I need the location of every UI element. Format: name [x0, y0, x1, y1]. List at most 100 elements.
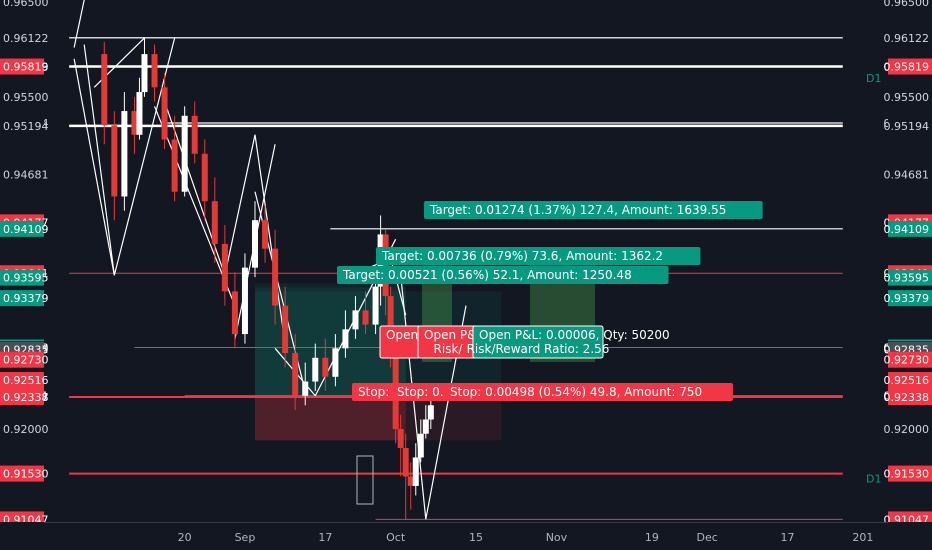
trend-line[interactable] — [224, 134, 256, 276]
loss-zone — [255, 397, 406, 441]
price-tag-text: 0.92000 — [3, 423, 49, 436]
price-tag — [888, 0, 932, 10]
selection-box — [356, 455, 374, 505]
time-tick-label: 15 — [469, 531, 483, 544]
price-tag — [0, 269, 44, 286]
price-tag — [888, 351, 932, 368]
candle-body — [322, 357, 329, 377]
price-tag — [0, 29, 44, 46]
candle-body — [417, 433, 424, 458]
time-tick-label: Oct — [386, 531, 406, 544]
time-tick-label: 17 — [781, 531, 795, 544]
price-tag-text: 0.95500 — [3, 91, 49, 104]
price-tag — [888, 117, 932, 134]
loss-zone — [255, 397, 502, 441]
target-label-text: Target: 0.00521 (0.56%) 52.1, Amount: 12… — [342, 268, 632, 282]
candle-body — [282, 305, 289, 354]
price-tag — [888, 88, 932, 105]
price-tag — [0, 117, 44, 134]
candle-body — [262, 220, 269, 249]
trend-line[interactable] — [153, 106, 236, 306]
trend-line[interactable] — [73, 0, 85, 48]
price-tag — [0, 220, 44, 237]
time-tick-label: Dec — [696, 531, 717, 544]
stop-label[interactable] — [352, 383, 400, 401]
price-scale[interactable] — [888, 0, 932, 522]
pl-box-sub: Risk/Reward Ratio: 2.56 — [467, 342, 610, 356]
time-tick-label: Nov — [546, 531, 568, 544]
time-tick-label: 17 — [318, 531, 332, 544]
candle-body — [231, 291, 238, 335]
price-tag — [888, 420, 932, 437]
price-tag-text: 0.93595 — [3, 272, 49, 285]
candle-body — [332, 348, 339, 377]
price-tag-text: 0.92516 — [884, 374, 930, 387]
pl-box-title: Open — [386, 328, 418, 342]
target-label-text: Target: 0.01274 (1.37%) 127.4, Amount: 1… — [429, 203, 726, 217]
price-tag-text: 0.94109 — [884, 223, 930, 236]
candle-body — [211, 201, 218, 244]
price-tag-text: 0.91530 — [3, 468, 49, 481]
price-tag-text: 0.95500 — [884, 91, 930, 104]
price-tag — [888, 269, 932, 286]
candle-body — [151, 54, 158, 88]
trend-line[interactable] — [83, 44, 115, 276]
stop-label-text: Stop: 0.0 — [397, 385, 451, 399]
time-tick-label: 201 — [852, 531, 873, 544]
candle-body — [402, 447, 409, 477]
price-tag-text: 0.92338 — [3, 391, 49, 404]
pl-box[interactable] — [472, 325, 604, 359]
price-tag — [0, 58, 44, 75]
stop-label-text: Stop: 0.00498 (0.54%) 49.8, Amount: 750 — [450, 385, 702, 399]
price-tag — [0, 351, 44, 368]
target-label[interactable] — [424, 201, 763, 219]
candle-body — [372, 286, 379, 325]
price-tag-text: 0.93595 — [884, 272, 930, 285]
target-label[interactable] — [376, 247, 701, 265]
price-tag — [0, 166, 44, 183]
price-tag-text: 0.93379 — [3, 292, 49, 305]
candle-body — [312, 357, 319, 382]
price-tag — [0, 388, 44, 405]
candle-body — [181, 115, 188, 192]
candle-body — [131, 111, 138, 135]
trend-line[interactable] — [73, 58, 115, 276]
candle-body — [387, 296, 394, 354]
candle-body — [111, 125, 118, 197]
price-tag — [888, 220, 932, 237]
candle-body — [352, 310, 359, 330]
price-tag — [888, 388, 932, 405]
pl-box-title: Open P&L — [424, 328, 483, 342]
trend-line[interactable] — [254, 134, 286, 344]
price-tag — [0, 0, 44, 10]
price-tag — [0, 88, 44, 105]
candle-body — [252, 220, 258, 268]
price-tag-text: 0.94109 — [3, 223, 49, 236]
price-scale[interactable] — [0, 0, 44, 522]
pl-box-sub: Risk/ — [434, 342, 464, 356]
price-tag-text: 0.96122 — [884, 32, 930, 45]
time-tick-label: 20 — [178, 531, 192, 544]
candle-body — [422, 419, 429, 434]
price-tag-text: 0.96500 — [884, 0, 930, 9]
price-tag — [888, 372, 932, 389]
target-label[interactable] — [337, 266, 669, 284]
candle-body — [302, 381, 309, 396]
price-tag — [0, 420, 44, 437]
candle-body — [427, 405, 434, 420]
price-tag — [888, 465, 932, 482]
price-tag-text: 0.95194 — [3, 120, 49, 133]
loss-zone — [255, 397, 406, 441]
candle-body — [121, 111, 128, 197]
candle-body — [397, 428, 404, 448]
stop-label[interactable] — [444, 383, 733, 401]
price-tag-text: 0.91530 — [884, 468, 930, 481]
price-tag — [0, 290, 44, 307]
price-tag — [888, 166, 932, 183]
price-tag-text: 0.95194 — [884, 120, 930, 133]
time-axis[interactable] — [0, 522, 932, 550]
price-tag-text: 0.92000 — [884, 423, 930, 436]
candle-body — [292, 353, 299, 396]
price-tag — [888, 29, 932, 46]
